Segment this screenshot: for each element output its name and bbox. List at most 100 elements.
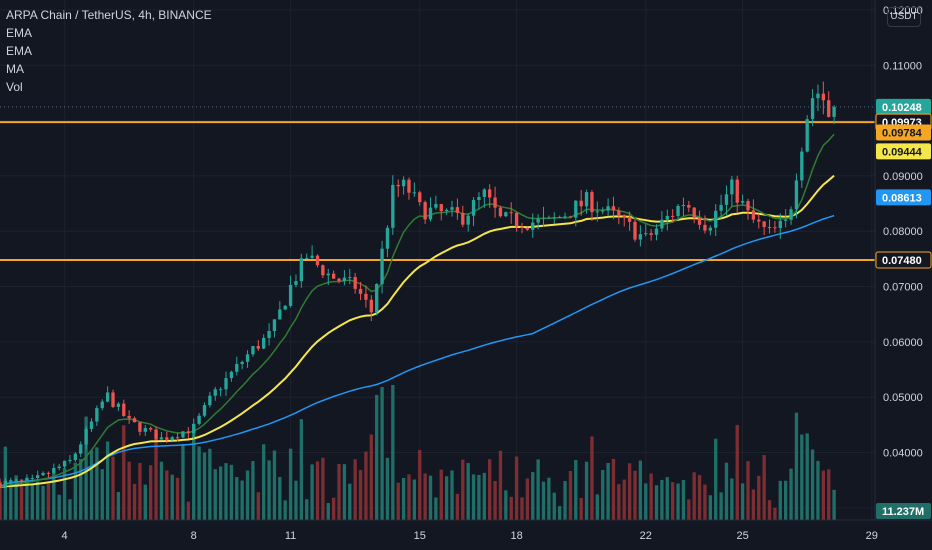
- candle-body: [762, 221, 766, 228]
- volume-bar: [213, 469, 217, 520]
- candle-body: [536, 218, 540, 223]
- time-tick-label: 22: [640, 530, 652, 542]
- volume-bar: [724, 462, 729, 520]
- candle-body: [369, 299, 373, 313]
- volume-bar: [348, 483, 352, 520]
- volume-bar: [288, 448, 293, 520]
- volume-bar: [262, 444, 266, 520]
- volume-bar: [547, 477, 551, 520]
- candle-body: [687, 205, 691, 208]
- candle-body: [784, 219, 788, 221]
- candle-body: [665, 215, 669, 220]
- volume-bar: [0, 481, 2, 520]
- candle-body: [525, 227, 530, 230]
- candle-body: [418, 192, 422, 203]
- volume-bar: [514, 456, 519, 520]
- volume-bar: [95, 447, 99, 520]
- legend-ema-slow[interactable]: EMA: [6, 44, 33, 58]
- candle-body: [821, 93, 826, 101]
- candle-body: [73, 453, 78, 460]
- candlesticks: [0, 81, 836, 489]
- candle-body: [746, 201, 750, 211]
- candle-body: [165, 437, 169, 440]
- candle-body: [735, 179, 739, 203]
- volume-bar: [606, 462, 610, 520]
- candle-body: [380, 248, 384, 285]
- candle-body: [224, 378, 228, 390]
- candle-body: [310, 255, 314, 258]
- candle-body: [514, 212, 519, 227]
- volume-bar: [41, 485, 45, 520]
- currency-badge[interactable]: USDT: [887, 7, 921, 27]
- candle-body: [326, 273, 330, 276]
- candle-body: [36, 475, 40, 479]
- volume-bar: [132, 483, 137, 520]
- volume-bar: [649, 473, 653, 520]
- candle-body: [412, 192, 417, 194]
- candle-body: [68, 459, 72, 461]
- volume-bar: [541, 481, 546, 520]
- volume-bar: [73, 462, 78, 520]
- candle-body: [805, 119, 809, 152]
- legend-ma[interactable]: MA: [6, 62, 24, 76]
- candle-body: [563, 216, 567, 218]
- candle-body: [105, 392, 110, 402]
- candle-body: [450, 207, 454, 210]
- horizontal-levels[interactable]: [0, 106, 875, 261]
- volume-bar: [455, 493, 460, 520]
- volume-bar: [9, 479, 13, 520]
- candle-body: [315, 255, 320, 266]
- volume-bar: [482, 472, 486, 520]
- symbol-title[interactable]: ARPA Chain / TetherUS, 4h, BINANCE: [6, 8, 212, 22]
- candle-body: [617, 210, 621, 217]
- volume-bar: [385, 457, 390, 520]
- volume-bar: [294, 480, 298, 520]
- volume-bar: [617, 484, 621, 520]
- volume-bar: [444, 476, 449, 520]
- volume-bar: [735, 424, 739, 520]
- volume-bar: [730, 478, 734, 520]
- price-tick-label: 0.06000: [883, 337, 923, 349]
- time-tick-label: 15: [414, 530, 426, 542]
- candle-body: [138, 422, 142, 432]
- time-tick-label: 29: [866, 530, 878, 542]
- legend-ema-fast[interactable]: EMA: [6, 26, 33, 40]
- price-label-box: [875, 251, 932, 269]
- candle-body: [262, 337, 266, 349]
- volume-bar: [407, 474, 411, 520]
- volume-bar: [79, 458, 83, 520]
- candle-body: [100, 401, 104, 409]
- candle-body: [353, 277, 357, 289]
- volume-bar: [423, 473, 427, 520]
- volume-bar: [520, 497, 524, 520]
- candle-body: [251, 345, 255, 355]
- volume-bar: [789, 468, 793, 520]
- volume-bar: [525, 478, 530, 520]
- candle-body: [170, 437, 174, 440]
- candle-body: [482, 189, 486, 197]
- volume-bar: [773, 507, 777, 520]
- candle-body: [127, 415, 131, 419]
- time-axis[interactable]: 4 8 11 15 18 22 25 29: [62, 530, 878, 542]
- candle-body: [676, 205, 680, 217]
- candle-body: [757, 219, 761, 222]
- volume-bar: [111, 456, 115, 520]
- candle-body: [375, 284, 379, 313]
- volume-bar: [278, 476, 282, 520]
- volume-bar: [611, 458, 616, 520]
- volume-bar: [574, 460, 578, 520]
- candle-body: [342, 277, 347, 282]
- candle-body: [509, 212, 513, 214]
- candle-body: [30, 478, 34, 480]
- candle-body: [708, 227, 713, 231]
- volume-bar: [498, 450, 503, 520]
- candle-body: [428, 207, 433, 220]
- volume-bar: [751, 489, 756, 520]
- candle-body: [773, 227, 777, 229]
- volume-bar: [127, 461, 131, 520]
- legend-volume[interactable]: Vol: [6, 80, 23, 94]
- candle-body: [439, 204, 443, 212]
- volume-bar: [100, 469, 104, 520]
- volume-bar: [154, 429, 158, 520]
